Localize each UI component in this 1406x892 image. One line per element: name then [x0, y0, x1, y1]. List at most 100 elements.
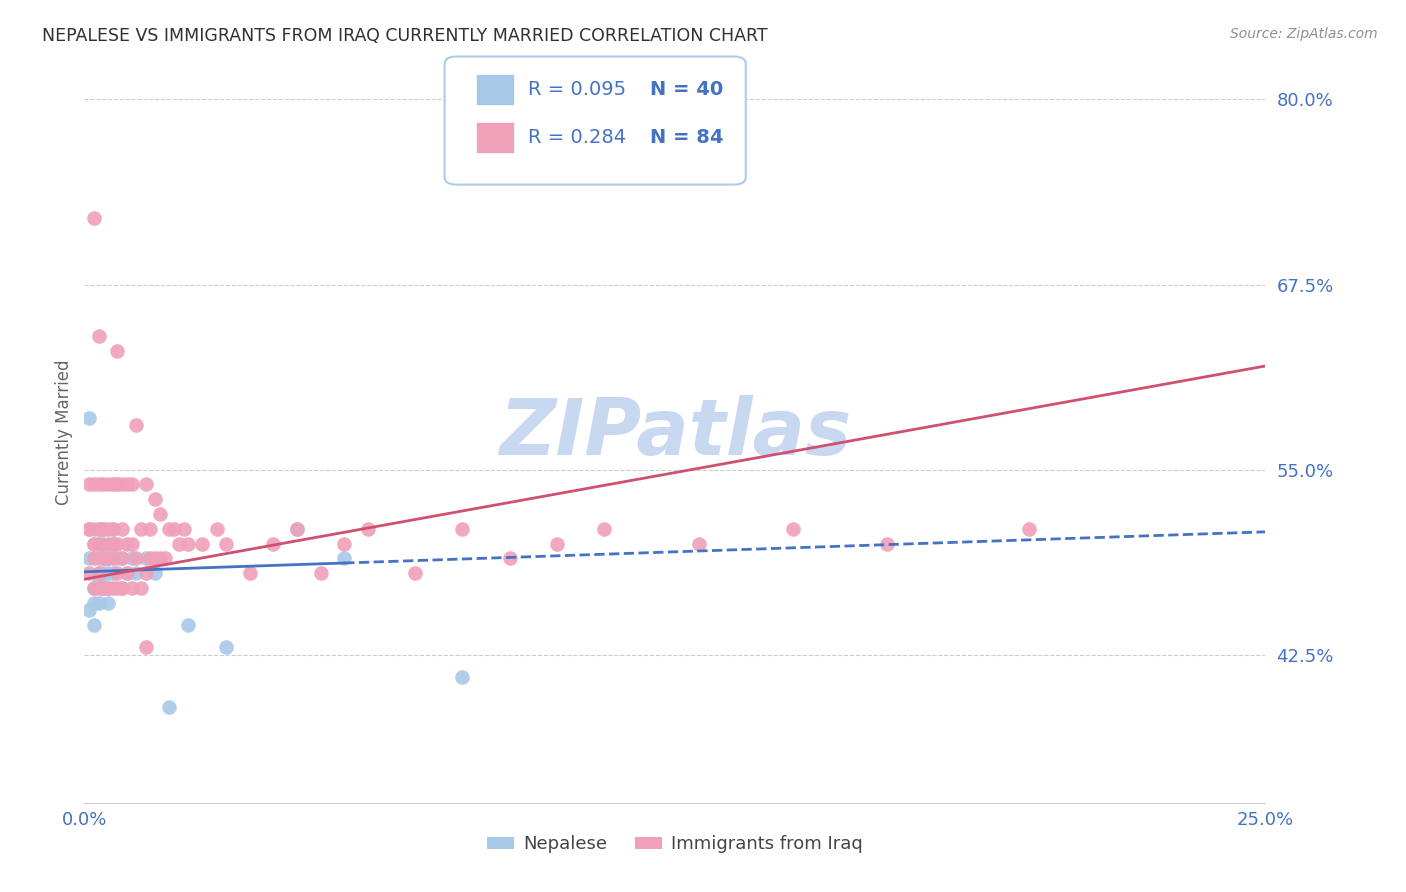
Point [125, 551, 148, 566]
Point [87, 536, 110, 550]
Point [83, 477, 105, 491]
Point [91, 581, 114, 595]
Point [688, 536, 710, 550]
Point [77, 410, 100, 425]
Point [115, 477, 138, 491]
Point [125, 566, 148, 581]
Point [97, 477, 120, 491]
Point [115, 536, 138, 550]
Point [215, 536, 238, 550]
Point [111, 477, 134, 491]
Point [77, 522, 100, 536]
Point [262, 536, 284, 550]
Point [107, 566, 129, 581]
Text: ZIPatlas: ZIPatlas [499, 394, 851, 471]
Point [173, 522, 195, 536]
Point [101, 536, 124, 550]
Point [177, 618, 200, 632]
Point [149, 507, 172, 521]
Text: Source: ZipAtlas.com: Source: ZipAtlas.com [1230, 27, 1378, 41]
Point [153, 551, 176, 566]
Point [91, 522, 114, 536]
Point [404, 566, 426, 581]
Point [139, 522, 162, 536]
Point [87, 477, 110, 491]
Point [87, 536, 110, 550]
Point [121, 581, 143, 595]
Point [309, 566, 332, 581]
Point [91, 566, 114, 581]
Point [91, 536, 114, 550]
Point [87, 574, 110, 588]
Point [285, 522, 308, 536]
Text: R = 0.284: R = 0.284 [529, 128, 627, 146]
Point [91, 551, 114, 566]
Point [107, 477, 129, 491]
Point [205, 522, 228, 536]
Point [91, 522, 114, 536]
Point [91, 581, 114, 595]
Point [83, 536, 105, 550]
Point [157, 699, 180, 714]
Point [177, 536, 200, 550]
Point [87, 596, 110, 610]
Point [87, 551, 110, 566]
Point [191, 536, 214, 550]
Legend: Nepalese, Immigrants from Iraq: Nepalese, Immigrants from Iraq [479, 828, 870, 861]
Point [139, 551, 162, 566]
Point [101, 536, 124, 550]
Point [83, 618, 105, 632]
Point [107, 581, 129, 595]
Point [215, 640, 238, 655]
Point [167, 536, 190, 550]
Point [157, 522, 180, 536]
Point [87, 581, 110, 595]
Point [121, 536, 143, 550]
Point [1018, 522, 1040, 536]
Point [101, 522, 124, 536]
Point [83, 536, 105, 550]
Point [107, 536, 129, 550]
Text: N = 84: N = 84 [650, 128, 724, 146]
Text: R = 0.095: R = 0.095 [529, 79, 627, 99]
Point [83, 211, 105, 225]
Point [115, 566, 138, 581]
Point [83, 522, 105, 536]
Point [149, 551, 172, 566]
Point [83, 581, 105, 595]
Point [107, 477, 129, 491]
Point [121, 477, 143, 491]
Point [87, 329, 110, 343]
Point [143, 566, 166, 581]
Text: N = 40: N = 40 [650, 79, 723, 99]
Point [593, 522, 616, 536]
Point [498, 551, 520, 566]
Point [101, 477, 124, 491]
Point [91, 551, 114, 566]
FancyBboxPatch shape [444, 56, 745, 185]
Point [107, 344, 129, 359]
Point [129, 581, 152, 595]
Point [111, 551, 134, 566]
Point [101, 581, 124, 595]
Point [135, 566, 157, 581]
Point [451, 522, 474, 536]
Point [782, 522, 804, 536]
Point [143, 551, 166, 566]
Point [546, 536, 568, 550]
Point [97, 551, 120, 566]
Point [101, 551, 124, 566]
Point [97, 536, 120, 550]
Point [91, 581, 114, 595]
Point [77, 603, 100, 617]
Point [91, 551, 114, 566]
Point [333, 536, 356, 550]
Point [125, 418, 148, 433]
Point [111, 581, 134, 595]
Point [107, 551, 129, 566]
Point [876, 536, 898, 550]
Point [333, 551, 356, 566]
Point [97, 522, 120, 536]
Point [111, 551, 134, 566]
Point [77, 566, 100, 581]
